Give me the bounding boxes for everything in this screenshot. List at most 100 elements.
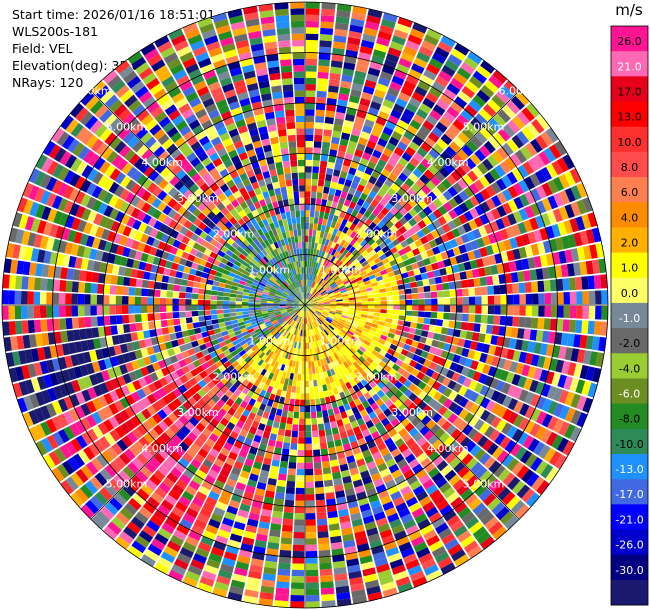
range-gate <box>341 313 349 317</box>
range-gate <box>237 509 249 519</box>
range-gate <box>509 153 522 167</box>
range-gate <box>327 161 335 170</box>
range-gate <box>424 311 432 318</box>
range-gate <box>154 487 168 499</box>
range-gate <box>591 227 602 243</box>
range-gate <box>502 104 516 119</box>
range-gate <box>427 408 438 419</box>
range-gate <box>160 312 167 320</box>
range-gate <box>336 385 344 394</box>
range-gate <box>283 290 290 295</box>
range-gate <box>166 472 179 484</box>
range-gate <box>246 432 255 441</box>
range-gate <box>268 325 275 331</box>
range-gate <box>334 222 341 230</box>
range-gate <box>295 392 301 400</box>
range-gate <box>518 246 528 259</box>
range-gate <box>360 370 369 379</box>
range-gate <box>216 336 225 344</box>
range-gate <box>407 227 416 236</box>
range-gate <box>317 224 322 231</box>
range-gate <box>310 307 317 312</box>
range-gate <box>280 416 287 424</box>
range-gate <box>338 320 346 325</box>
range-gate <box>212 403 222 413</box>
range-gate <box>324 225 331 233</box>
range-gate <box>441 223 451 233</box>
range-gate <box>457 263 466 272</box>
range-gate <box>354 296 362 300</box>
range-gate <box>352 270 360 277</box>
range-gate <box>507 476 521 491</box>
range-gate <box>254 356 262 364</box>
range-gate <box>479 324 487 334</box>
range-gate <box>424 136 436 148</box>
range-gate <box>189 334 197 342</box>
range-gate <box>328 324 335 331</box>
range-gate <box>325 343 331 350</box>
range-gate <box>379 198 389 207</box>
range-gate <box>404 422 415 433</box>
range-gate <box>305 172 312 179</box>
range-gate <box>509 237 519 249</box>
range-gate <box>285 391 291 399</box>
range-gate <box>310 280 313 287</box>
range-gate <box>333 328 340 335</box>
range-gate <box>350 279 357 285</box>
range-gate <box>211 394 221 404</box>
range-gate <box>423 242 432 251</box>
range-gate <box>65 215 75 229</box>
range-gate <box>339 239 347 247</box>
range-gate <box>367 311 374 316</box>
range-gate <box>370 101 382 111</box>
range-gate <box>307 317 310 324</box>
range-gate <box>336 324 344 329</box>
range-gate <box>365 181 375 190</box>
range-gate <box>158 420 169 432</box>
range-gate <box>299 310 303 317</box>
range-gate <box>316 518 328 526</box>
range-gate <box>535 170 547 184</box>
range-gate <box>522 161 535 175</box>
range-gate <box>557 374 567 389</box>
range-gate <box>408 68 422 80</box>
range-gate <box>95 372 105 384</box>
range-gate <box>496 336 505 347</box>
range-gate <box>342 185 350 193</box>
range-gate <box>350 89 362 98</box>
range-gate <box>323 298 330 301</box>
range-gate <box>328 348 334 356</box>
range-gate <box>345 381 353 390</box>
range-gate <box>57 413 69 428</box>
range-gate <box>15 320 23 335</box>
range-gate <box>78 282 86 293</box>
range-gate <box>348 461 358 470</box>
range-gate <box>83 222 93 235</box>
range-gate <box>307 310 312 317</box>
range-gate <box>138 530 153 543</box>
range-gate <box>286 308 293 311</box>
range-gate <box>310 297 316 302</box>
range-gate <box>195 236 205 245</box>
range-gate <box>227 328 235 335</box>
range-gate <box>64 242 74 255</box>
range-gate <box>392 309 400 315</box>
range-gate <box>348 356 356 364</box>
range-gate <box>334 573 348 582</box>
range-gate <box>432 160 443 171</box>
range-gate <box>282 518 294 526</box>
range-gate <box>235 333 243 340</box>
range-gate <box>308 374 313 381</box>
range-gate <box>305 84 316 91</box>
range-gate <box>484 172 496 185</box>
range-gate <box>229 393 238 402</box>
range-gate <box>126 216 136 228</box>
range-gate <box>341 218 348 227</box>
range-gate <box>277 287 284 293</box>
range-gate <box>492 526 507 540</box>
range-gate <box>114 412 125 425</box>
range-gate <box>197 305 205 311</box>
range-gate <box>283 337 288 345</box>
range-gate <box>281 311 288 316</box>
range-gate <box>37 249 46 263</box>
